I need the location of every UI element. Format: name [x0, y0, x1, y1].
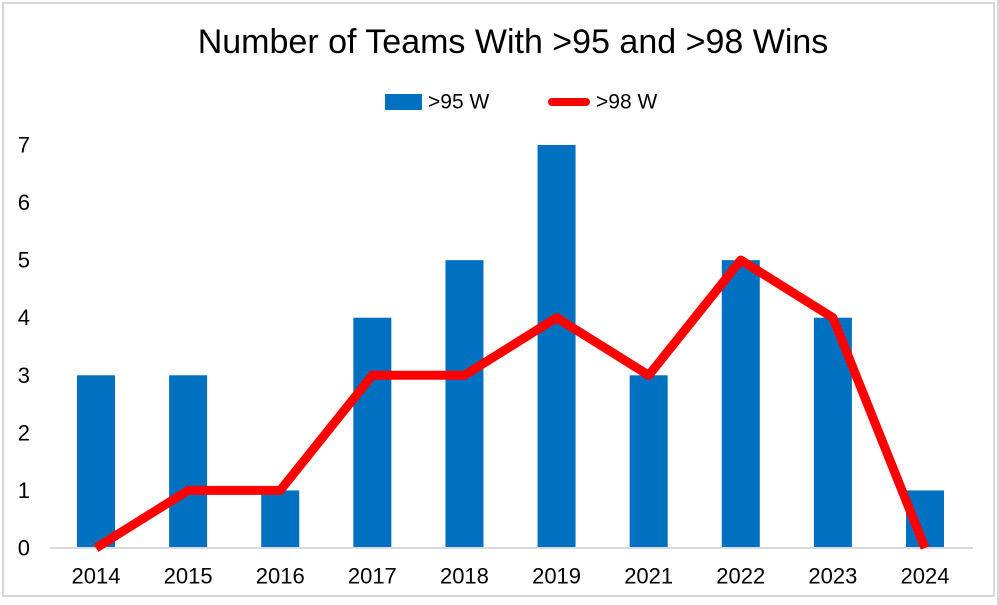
chart-border [2, 2, 995, 597]
x-axis-tick-label: 2016 [256, 564, 305, 589]
bar-2018 [445, 260, 484, 547]
x-axis-tick-label: 2019 [532, 564, 581, 589]
plot-area: 0 1 2 3 4 5 6 7 2014 2015 2016 2017 2018 2019 2021 2022… [18, 133, 973, 589]
window-right-edge [997, 0, 999, 605]
x-axis-tick-label: 2015 [164, 564, 213, 589]
x-axis-tick-label: 2017 [348, 564, 397, 589]
bar-2019 [537, 145, 576, 547]
bar-2015 [169, 375, 208, 547]
y-axis-tick-label: 0 [18, 536, 30, 561]
x-axis-tick-label: 2021 [624, 564, 673, 589]
x-axis-tick-label: 2018 [440, 564, 489, 589]
y-axis-tick-label: 4 [18, 305, 30, 330]
chart-legend: >95 W >98 W [385, 91, 657, 114]
x-axis-tick-label: 2023 [808, 564, 857, 589]
y-axis-tick-label: 6 [18, 190, 30, 215]
y-axis-tick-label: 7 [18, 133, 30, 158]
legend-line-swatch-icon [548, 98, 590, 106]
bar-2022 [721, 260, 760, 547]
bar-2017 [353, 317, 392, 547]
legend-bar-label: >95 W [428, 91, 489, 114]
y-axis-tick-label: 1 [18, 478, 30, 503]
x-axis-tick-label: 2024 [901, 564, 950, 589]
y-axis-tick-label: 3 [18, 363, 30, 388]
bar-2014 [77, 375, 115, 547]
y-axis-tick-label: 5 [18, 248, 30, 273]
line-series [93, 255, 930, 552]
bar-2016 [261, 490, 300, 547]
x-axis-tick-label: 2022 [716, 564, 765, 589]
bar-2021 [629, 375, 668, 547]
legend-bar-swatch-icon [385, 94, 422, 110]
chart-title: Number of Teams With >95 and >98 Wins [198, 23, 829, 61]
y-axis-tick-label: 2 [18, 420, 30, 445]
legend-line-label: >98 W [596, 91, 657, 114]
x-axis-tick-label: 2014 [72, 564, 121, 589]
